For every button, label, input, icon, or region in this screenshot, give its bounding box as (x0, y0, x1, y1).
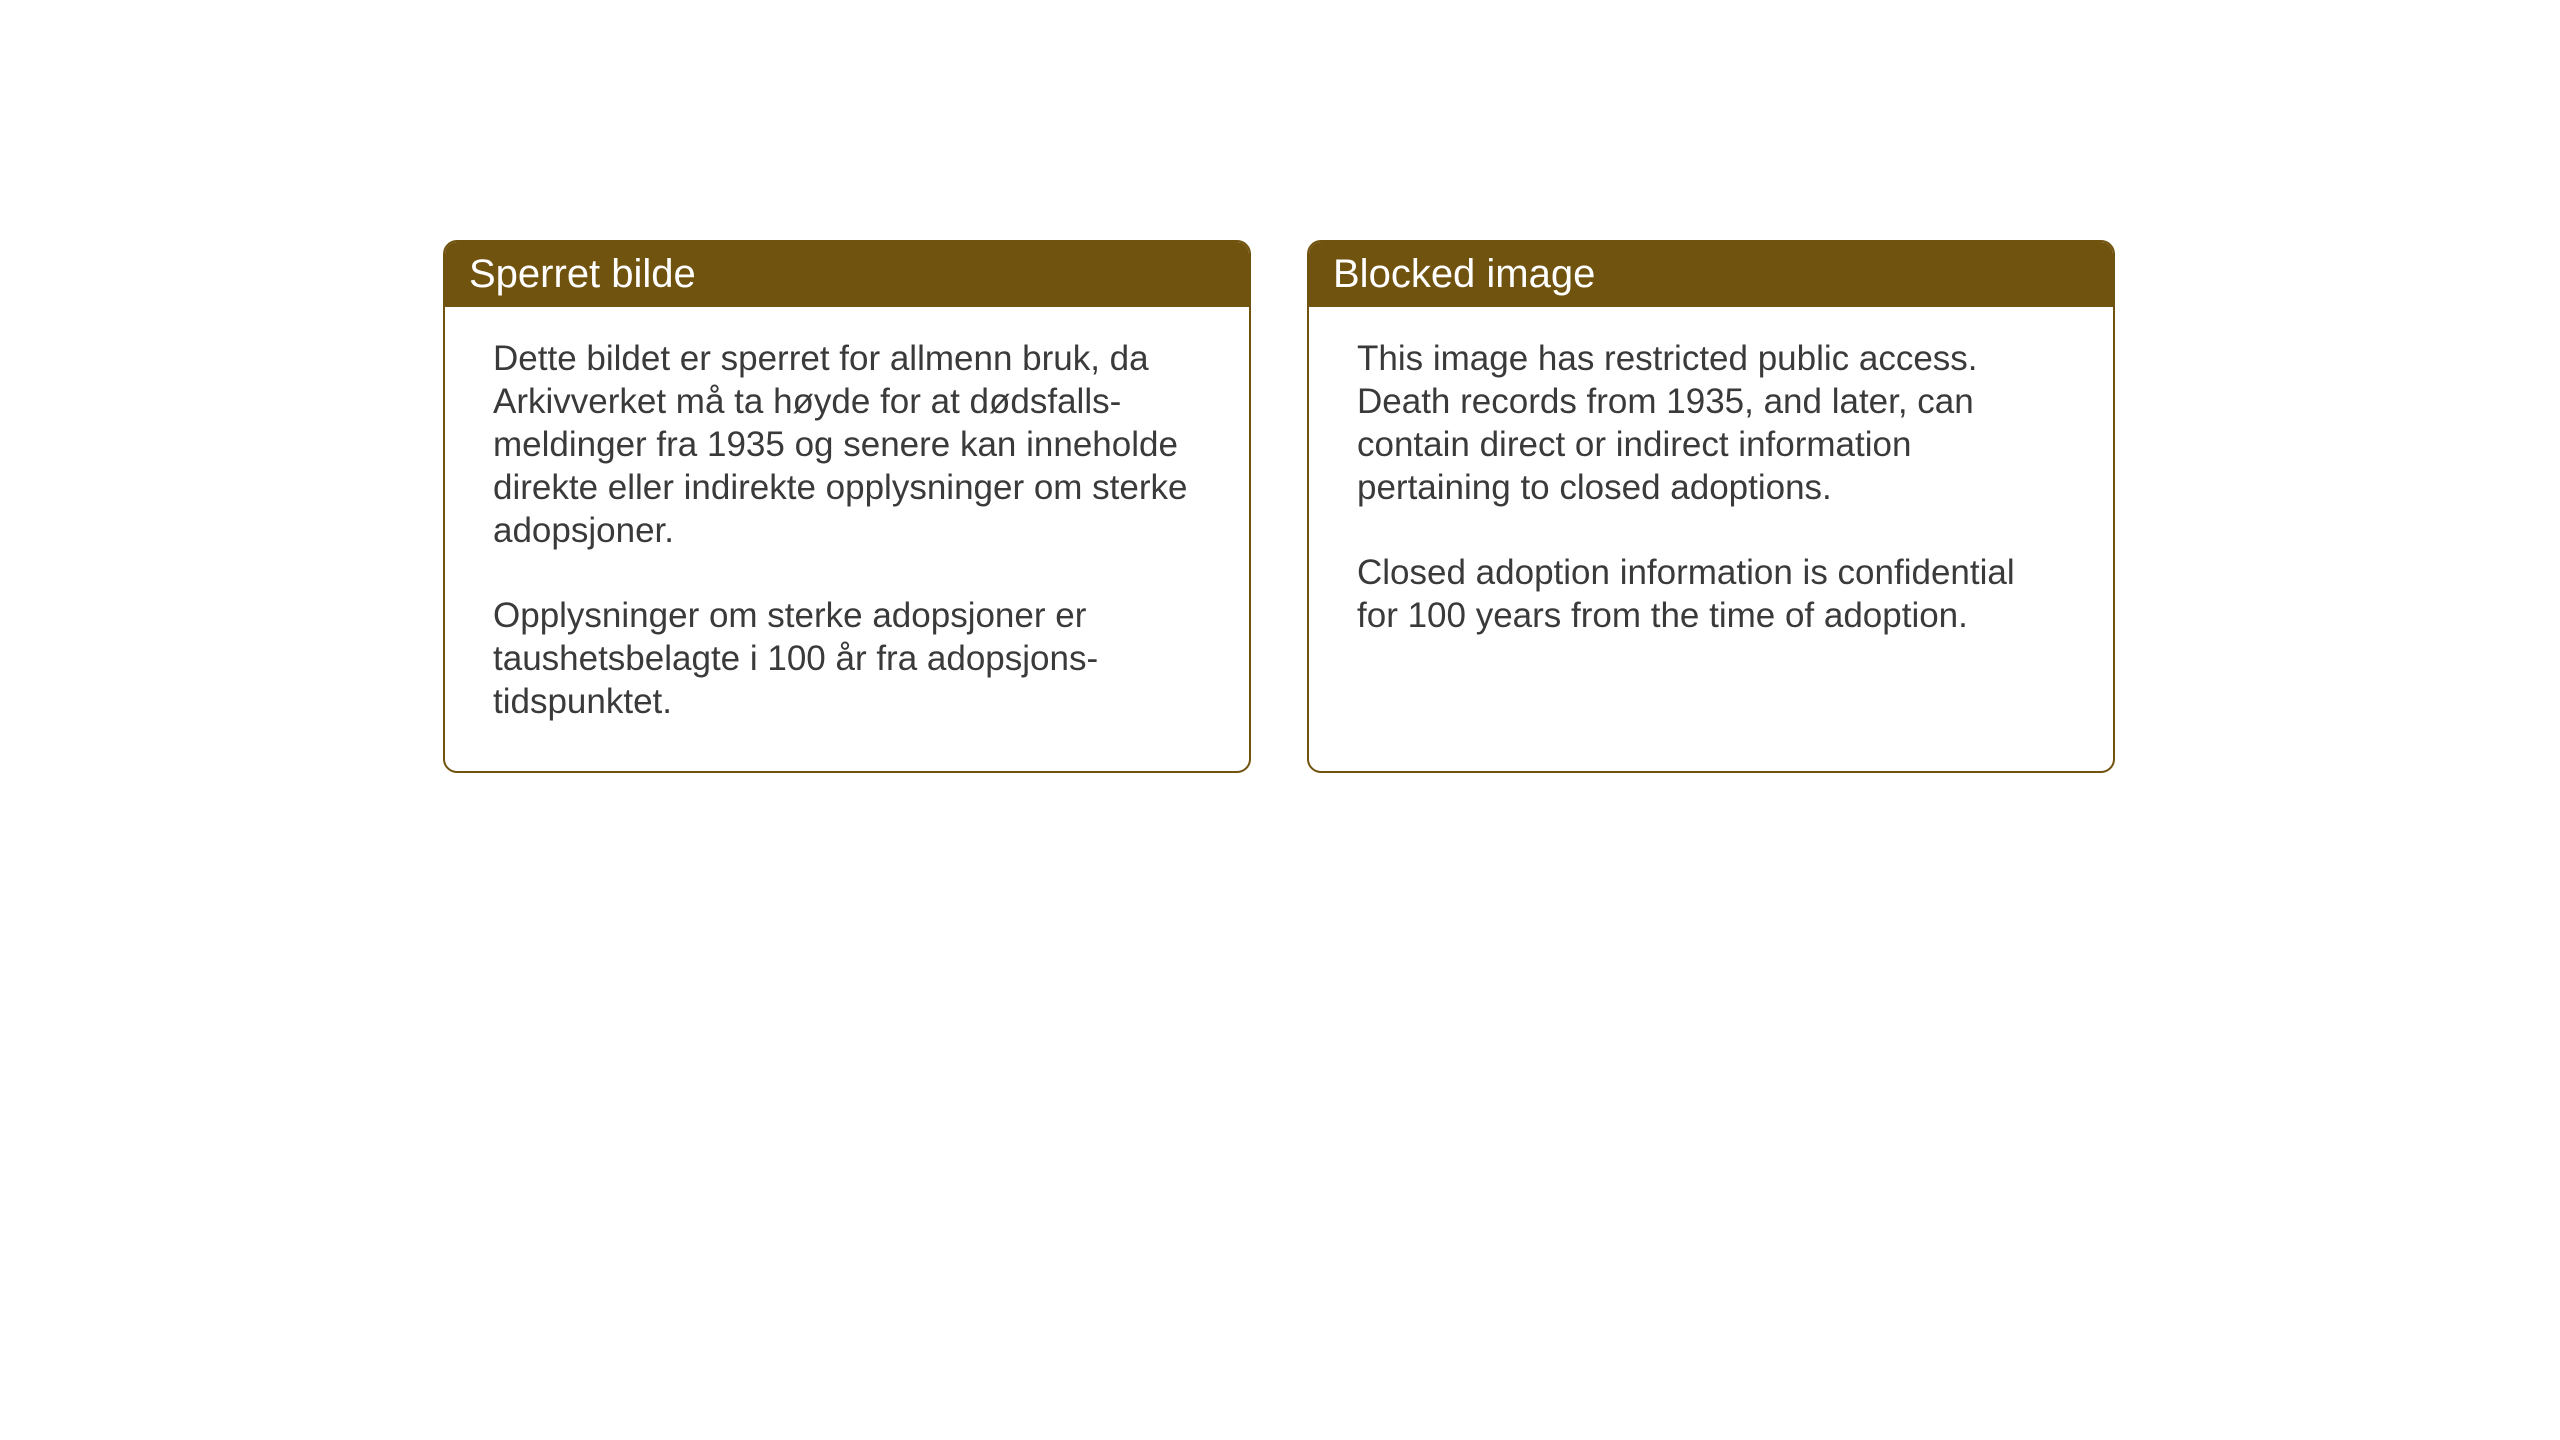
english-paragraph-1: This image has restricted public access.… (1357, 337, 2065, 509)
english-card-title: Blocked image (1309, 242, 2113, 307)
english-card: Blocked image This image has restricted … (1307, 240, 2115, 773)
norwegian-paragraph-2: Opplysninger om sterke adopsjoner er tau… (493, 594, 1201, 723)
norwegian-card-text: Dette bildet er sperret for allmenn bruk… (493, 337, 1201, 723)
norwegian-card: Sperret bilde Dette bildet er sperret fo… (443, 240, 1251, 773)
norwegian-card-title: Sperret bilde (445, 242, 1249, 307)
norwegian-card-body: Dette bildet er sperret for allmenn bruk… (445, 307, 1249, 771)
english-card-body: This image has restricted public access.… (1309, 307, 2113, 685)
norwegian-paragraph-1: Dette bildet er sperret for allmenn bruk… (493, 337, 1201, 552)
english-card-text: This image has restricted public access.… (1357, 337, 2065, 637)
cards-container: Sperret bilde Dette bildet er sperret fo… (443, 240, 2115, 773)
english-paragraph-2: Closed adoption information is confident… (1357, 551, 2065, 637)
